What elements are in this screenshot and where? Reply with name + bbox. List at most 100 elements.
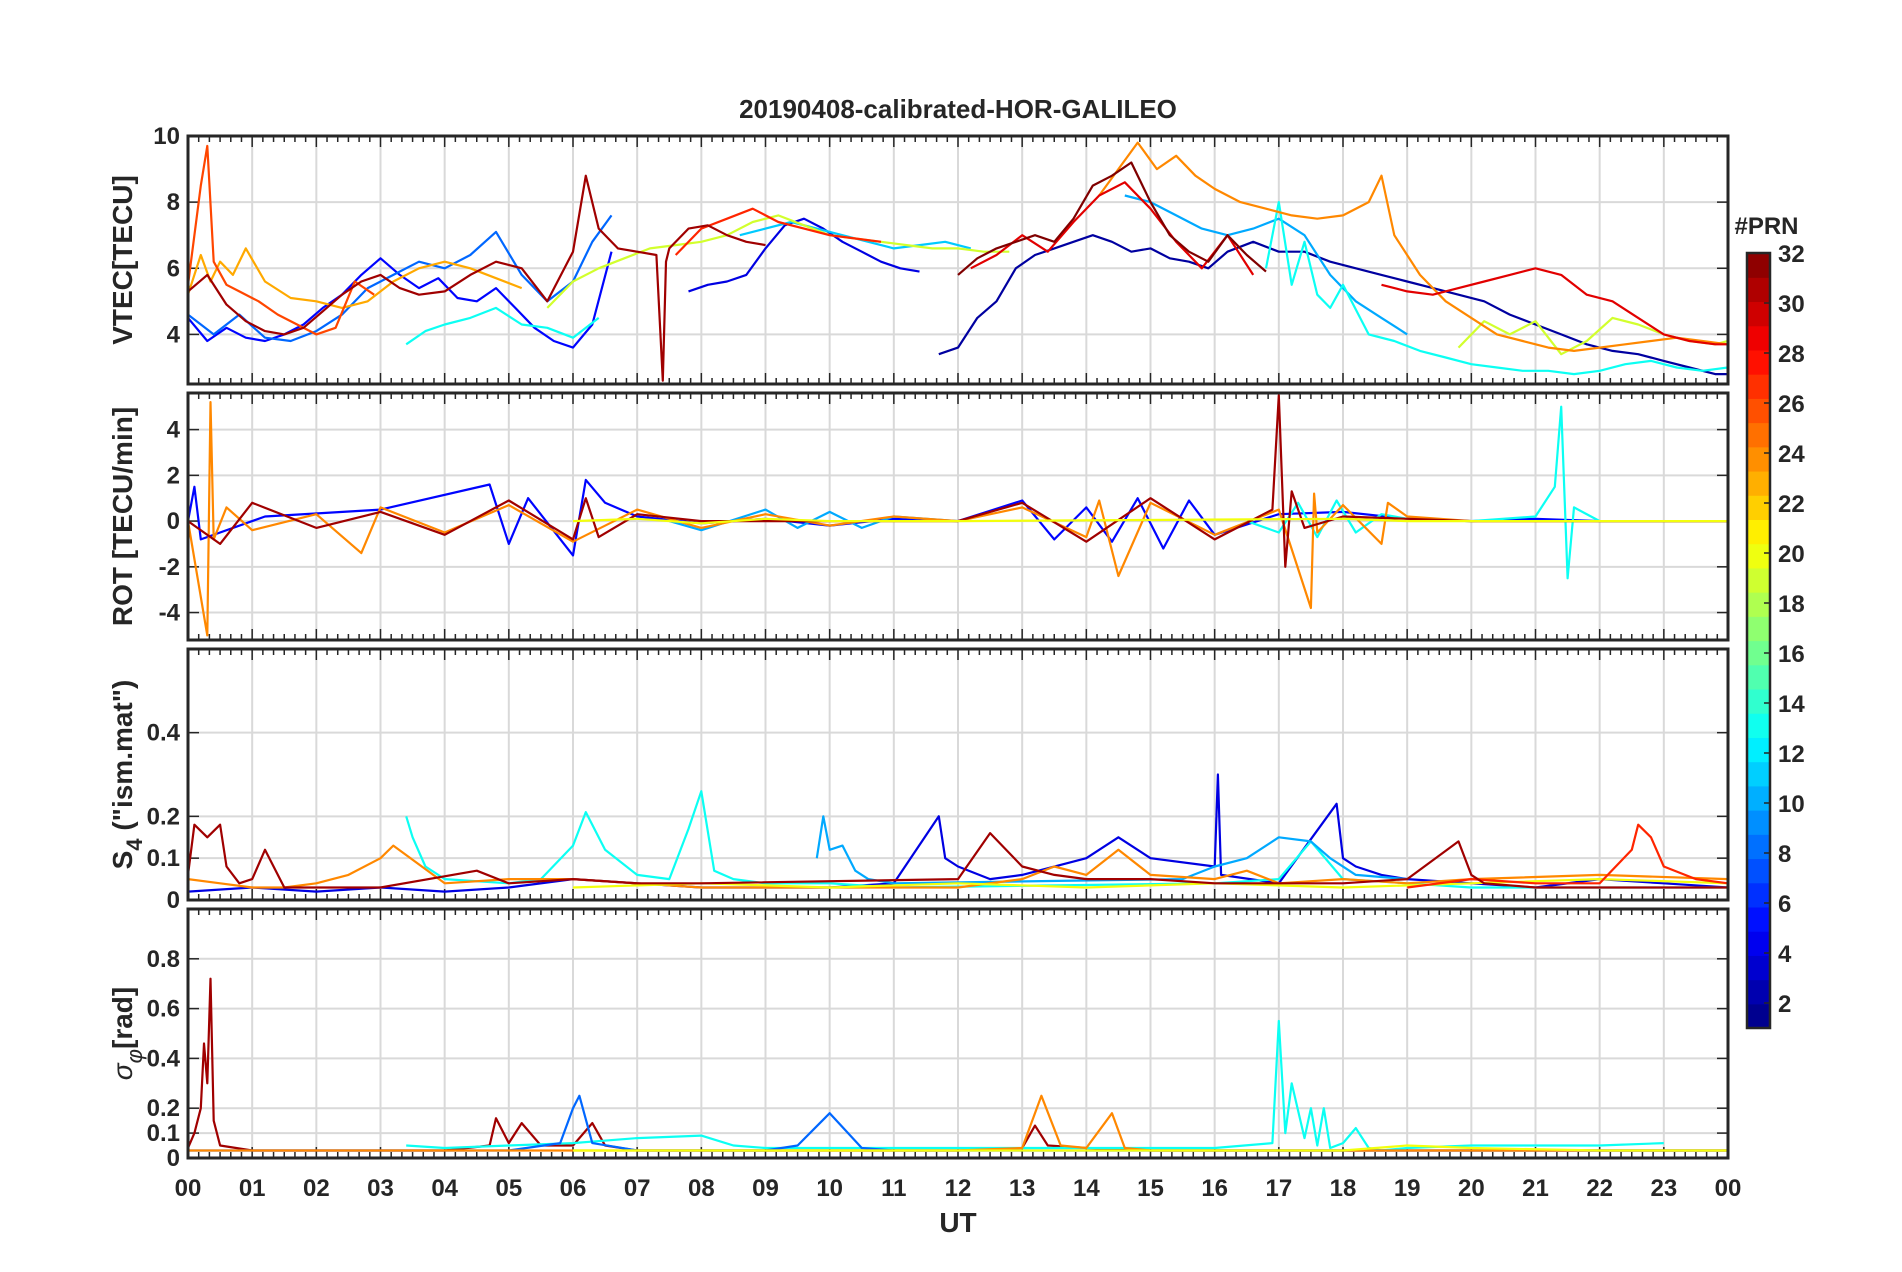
y-tick-label: 6 bbox=[167, 255, 180, 282]
y-tick-label: 0 bbox=[167, 508, 180, 535]
y-tick-label: 2 bbox=[167, 462, 180, 489]
panel-frame bbox=[186, 907, 1730, 1160]
colorbar-segment bbox=[1747, 688, 1770, 714]
series-line-prn-29 bbox=[970, 181, 1255, 276]
colorbar-frame bbox=[1745, 251, 1772, 1030]
panel-sigphi: 00.10.20.40.60.8σφ[rad] bbox=[107, 907, 1730, 1172]
series-line-prn-27 bbox=[1407, 823, 1728, 889]
series-line-prn-24 bbox=[188, 844, 1728, 889]
colorbar-tick-label: 16 bbox=[1778, 641, 1805, 668]
y-label-main: σ bbox=[107, 1062, 138, 1080]
colorbar-tick-label: 20 bbox=[1778, 541, 1805, 568]
y-tick-label: 0.4 bbox=[147, 1045, 181, 1072]
series-line-prn-10 bbox=[1124, 194, 1408, 336]
x-tick-label: 05 bbox=[495, 1175, 522, 1202]
y-label-main: S bbox=[107, 851, 138, 870]
series-line-prn-13 bbox=[406, 1019, 1664, 1152]
colorbar-segment bbox=[1747, 592, 1770, 617]
colorbar-tick-label: 26 bbox=[1778, 391, 1805, 418]
series-group bbox=[188, 141, 1728, 382]
y-tick-label: -4 bbox=[159, 600, 181, 627]
y-axis-label: VTEC[TECU] bbox=[107, 175, 138, 345]
x-tick-label: 06 bbox=[560, 1175, 587, 1202]
colorbar-segment bbox=[1747, 979, 1770, 1005]
x-axis-label: UT bbox=[939, 1207, 976, 1238]
series-line-prn-31 bbox=[188, 977, 1728, 1152]
colorbar-tick-label: 24 bbox=[1778, 441, 1805, 468]
colorbar-tick-label: 18 bbox=[1778, 591, 1805, 618]
series-line-prn-24 bbox=[1098, 141, 1728, 352]
panel-rot: -4 -2 0 2 4 ROT [TECU/min] bbox=[107, 391, 1730, 642]
y-tick-label: 0 bbox=[167, 887, 180, 914]
colorbar-segment bbox=[1747, 737, 1770, 763]
series-line-prn-32 bbox=[957, 161, 1267, 276]
series-line-prn-4 bbox=[688, 217, 920, 293]
colorbar-segment bbox=[1747, 567, 1770, 593]
y-tick-label: 4 bbox=[167, 417, 181, 444]
y-tick-label: 8 bbox=[167, 189, 180, 216]
x-tick-label: 10 bbox=[816, 1175, 843, 1202]
x-tick-label: 20 bbox=[1458, 1175, 1485, 1202]
y-tick-label: 0.1 bbox=[147, 845, 180, 872]
colorbar-tick-label: 10 bbox=[1778, 791, 1805, 818]
colorbar-tick-label: 2 bbox=[1778, 991, 1791, 1018]
x-tick-label: 00 bbox=[1715, 1175, 1742, 1202]
colorbar-segment bbox=[1747, 253, 1770, 278]
series-line-prn-13 bbox=[1264, 201, 1728, 376]
colorbar-segment bbox=[1747, 422, 1770, 448]
colorbar-tick-label: 32 bbox=[1778, 241, 1805, 268]
series-line-prn-10 bbox=[815, 815, 1408, 885]
series-line-prn-29 bbox=[1381, 267, 1728, 346]
y-tick-label: 0.6 bbox=[147, 996, 180, 1023]
chart-title: 20190408-calibrated-HOR-GALILEO bbox=[739, 94, 1177, 124]
colorbar-segment bbox=[1747, 834, 1770, 860]
x-tick-label: 22 bbox=[1586, 1175, 1613, 1202]
colorbar-segment bbox=[1747, 1003, 1770, 1029]
x-tick-label: 01 bbox=[239, 1175, 266, 1202]
colorbar-segment bbox=[1747, 882, 1770, 908]
colorbar-segment bbox=[1747, 543, 1770, 569]
colorbar-segment bbox=[1747, 398, 1770, 424]
y-label-rest: [rad] bbox=[107, 987, 138, 1049]
panels: 4 6 8 10 VTEC[TECU] -4 -2 0 2 4 ROT [TECU/min] 0 0.1… bbox=[107, 123, 1730, 1172]
panel-frame bbox=[186, 647, 1730, 902]
x-tick-label: 21 bbox=[1522, 1175, 1549, 1202]
colorbar-tick-label: 8 bbox=[1778, 841, 1791, 868]
colorbar-segment bbox=[1747, 955, 1770, 981]
series-line-prn-31 bbox=[188, 174, 766, 382]
x-tick-label: 13 bbox=[1009, 1175, 1036, 1202]
y-tick-label: 10 bbox=[153, 123, 180, 150]
colorbar-segment bbox=[1747, 495, 1770, 521]
y-tick-label: 0.8 bbox=[147, 946, 180, 973]
x-tick-label: 11 bbox=[881, 1175, 906, 1202]
colorbar-tick-label: 30 bbox=[1778, 291, 1805, 318]
y-tick-label: 0 bbox=[167, 1145, 180, 1172]
x-axis: 00 01 02 03 04 05 06 07 08 09 10 11 12 13 14 15 16 17 18 19… bbox=[175, 1175, 1742, 1202]
colorbar-segment bbox=[1747, 301, 1770, 327]
colorbar-segment bbox=[1747, 810, 1770, 835]
colorbar-segment bbox=[1747, 349, 1770, 375]
series-line-prn-8 bbox=[188, 214, 613, 343]
x-tick-label: 18 bbox=[1330, 1175, 1357, 1202]
colorbar-segment bbox=[1747, 858, 1770, 884]
colorbar-tick-label: 22 bbox=[1778, 491, 1805, 518]
x-tick-label: 23 bbox=[1650, 1175, 1677, 1202]
x-tick-label: 08 bbox=[688, 1175, 715, 1202]
colorbar-label: #PRN bbox=[1734, 213, 1798, 240]
series-group bbox=[188, 977, 1728, 1152]
colorbar-segment bbox=[1747, 664, 1770, 690]
colorbar-segment bbox=[1747, 616, 1770, 642]
colorbar-tick-label: 14 bbox=[1778, 691, 1805, 718]
y-axis-label: ROT [TECU/min] bbox=[107, 407, 138, 626]
x-tick-label: 19 bbox=[1394, 1175, 1421, 1202]
series-line-prn-26 bbox=[188, 144, 375, 336]
x-tick-label: 03 bbox=[367, 1175, 394, 1202]
y-tick-label: -2 bbox=[159, 554, 180, 581]
y-label-sub: 4 bbox=[122, 838, 147, 851]
x-tick-label: 09 bbox=[752, 1175, 779, 1202]
colorbar-segment bbox=[1747, 277, 1770, 303]
x-tick-label: 07 bbox=[624, 1175, 651, 1202]
y-tick-label: 0.4 bbox=[147, 720, 181, 747]
panel-frame bbox=[186, 134, 1730, 386]
